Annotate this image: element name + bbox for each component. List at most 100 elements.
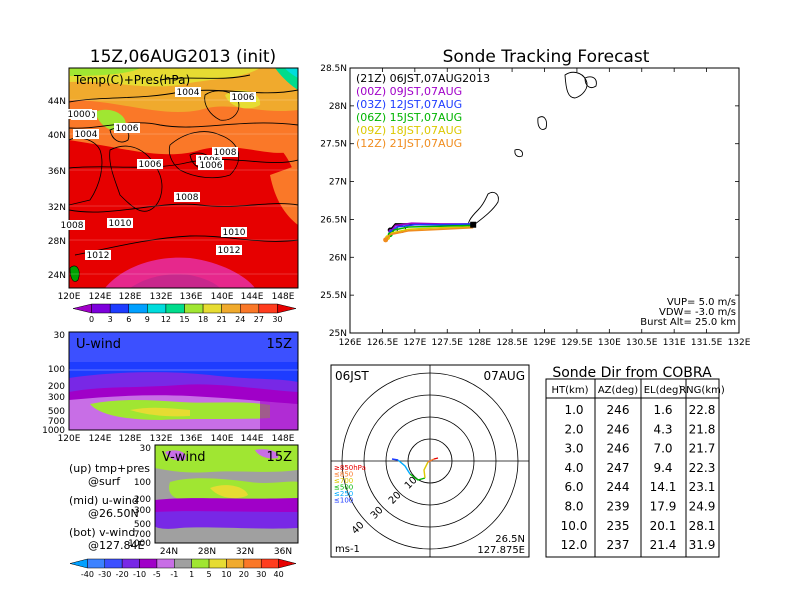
table-cell: 239 xyxy=(607,500,630,514)
tracking-legend-entry: (12Z) 21JST,07AUG xyxy=(356,137,462,150)
tracking-lat-label: 26N xyxy=(329,253,347,263)
wind-colorbar-swatch xyxy=(139,558,158,569)
tracking-grid xyxy=(350,68,739,333)
temperature-colorbar: 0 3 6 9 12 15 18 21 24 27 30 xyxy=(72,303,297,324)
table-cell: 21.8 xyxy=(689,422,716,436)
v-wind-pressure-label: 200 xyxy=(134,495,151,505)
table-header-cell: HT(km) xyxy=(552,385,589,396)
v-wind-lat-label: 28N xyxy=(198,547,216,557)
table-title: Sonde Dir from COBRA xyxy=(552,365,712,381)
map-lat-label: 28N xyxy=(48,237,66,247)
wind-colorbar-swatch xyxy=(104,558,123,569)
track-line xyxy=(390,223,474,233)
tracking-lat-label: 25N xyxy=(329,329,347,339)
polar-legend-entry: ≤500 xyxy=(334,484,353,492)
tracking-lon-label: 131.5E xyxy=(691,338,723,348)
isobar-label: 1004 xyxy=(175,87,201,98)
isobar-label: 1006 xyxy=(230,92,256,103)
v-wind-time: 15Z xyxy=(267,450,293,465)
isobar-label: 1010 xyxy=(221,227,247,238)
wind-colorbar-swatch xyxy=(191,558,210,569)
colorbar-label: 9 xyxy=(145,315,150,324)
polar-unit: ms-1 xyxy=(335,544,360,555)
map-lat-label: 32N xyxy=(48,203,66,213)
colorbar-label: 15 xyxy=(179,315,189,324)
table-header-cell: AZ(deg) xyxy=(598,385,638,396)
table-row: 2.0 246 4.3 21.8 xyxy=(564,422,715,436)
polar-legend-entry: ≤850 xyxy=(334,471,353,479)
tracking-legend-entry: (03Z) 12JST,07AUG xyxy=(356,98,462,111)
isobar-label-text: 1006 xyxy=(232,93,255,103)
track-line xyxy=(389,224,474,236)
table-cell: 246 xyxy=(607,422,630,436)
isobar-label-text: 1008 xyxy=(214,148,237,158)
sonde-direction-table: Sonde Dir from COBRA HT(km) AZ(deg) EL(deg… xyxy=(545,365,725,558)
polar-legend-entry: ≤250 xyxy=(334,490,353,498)
table-row: 10.0 235 20.1 28.1 xyxy=(561,519,716,533)
tracking-legend: (21Z) 06JST,07AUG2013(00Z) 09JST,07AUG(0… xyxy=(356,72,490,150)
wind-colorbar-swatch xyxy=(121,558,140,569)
map-overlay-label: Temp(C)+Pres(hPa) xyxy=(73,73,190,87)
isobar-label: 1008 xyxy=(59,220,85,231)
isobar-labels: 1004100410061006100610061006100810081008… xyxy=(59,87,256,261)
table-cell: 20.1 xyxy=(650,519,677,533)
tracking-title: Sonde Tracking Forecast xyxy=(443,47,650,67)
colorbar-swatch xyxy=(184,303,204,314)
v-wind-lat-label: 24N xyxy=(160,547,178,557)
isobar-label: 1010 xyxy=(107,218,133,229)
tracking-lon-label: 129E xyxy=(533,338,556,348)
table-cell: 2.0 xyxy=(564,422,583,436)
colorbar-swatch xyxy=(109,303,129,314)
isobar-label: 1008 xyxy=(212,147,238,158)
tracking-legend-entry: (00Z) 09JST,07AUG xyxy=(356,85,462,98)
tracking-lat-label: 28N xyxy=(329,102,347,112)
u-wind-lon-label: 120E xyxy=(58,434,81,444)
wind-colorbar-swatch xyxy=(260,558,279,569)
table-cell: 14.1 xyxy=(650,480,677,494)
tracking-lon-label: 127E xyxy=(403,338,426,348)
tracking-lat-label: 27.5N xyxy=(320,140,347,150)
map-lon-label: 128E xyxy=(119,292,142,302)
isobar-label: 1012 xyxy=(216,245,242,256)
colorbar-swatch xyxy=(72,303,92,314)
isobar-label: 1008 xyxy=(174,192,200,203)
note-up: (up) tmp+pres xyxy=(69,462,150,475)
u-wind-lon-label: 144E xyxy=(241,434,264,444)
map-lon-labels: 120E 124E 128E 132E 136E 140E 144E 148E xyxy=(58,292,295,302)
tracking-lon-label: 130.5E xyxy=(626,338,658,348)
isobar-label: 1004 xyxy=(73,129,99,140)
colorbar-label: 3 xyxy=(108,315,113,324)
table-header-cell: EL(deg) xyxy=(644,385,683,396)
wind-colorbar-swatch xyxy=(156,558,175,569)
table-cell: 22.3 xyxy=(689,461,716,475)
note-bot: (bot) v-wind xyxy=(69,526,135,539)
tracking-param: VUP= 5.0 m/s xyxy=(667,297,736,308)
polar-right-label: 07AUG xyxy=(483,369,525,383)
wind-colorbar: -40 -30 -20 -10 -5 -1 1 5 10 20 30 40 xyxy=(69,558,297,579)
colorbar-label: 12 xyxy=(161,315,171,324)
isobar-label: 1000 xyxy=(66,109,92,120)
table-cell: 1.0 xyxy=(564,403,583,417)
table-cell: 1.6 xyxy=(653,403,672,417)
wind-colorbar-label: -40 xyxy=(81,570,94,579)
u-wind-label: U-wind xyxy=(76,337,121,352)
u-wind-pressure-label: 700 xyxy=(48,417,65,427)
tracking-lon-label: 127.5E xyxy=(432,338,464,348)
isobar-label: 1006 xyxy=(198,160,224,171)
u-wind-lon-label: 132E xyxy=(150,434,173,444)
u-wind-pressure-label: 100 xyxy=(48,365,65,375)
v-wind-lat-labels: 24N 28N 32N 36N xyxy=(160,547,292,557)
colorbar-swatch xyxy=(147,303,167,314)
tracking-legend-entry: (21Z) 06JST,07AUG2013 xyxy=(356,72,490,85)
tracking-lat-labels: 28.5N 28N 27.5N 27N 26.5N 26N 25.5N 25N xyxy=(320,64,347,339)
v-wind-pressure-label: 1000 xyxy=(128,539,151,549)
wind-colorbar-label: -1 xyxy=(170,570,178,579)
colorbar-swatch xyxy=(221,303,241,314)
polar-legend-entry: ≤700 xyxy=(334,477,353,485)
table-cell: 246 xyxy=(607,403,630,417)
colorbar-label: 6 xyxy=(126,315,131,324)
tracking-legend-entry: (09Z) 18JST,07AUG xyxy=(356,124,462,137)
table-cell: 21.4 xyxy=(650,538,677,552)
